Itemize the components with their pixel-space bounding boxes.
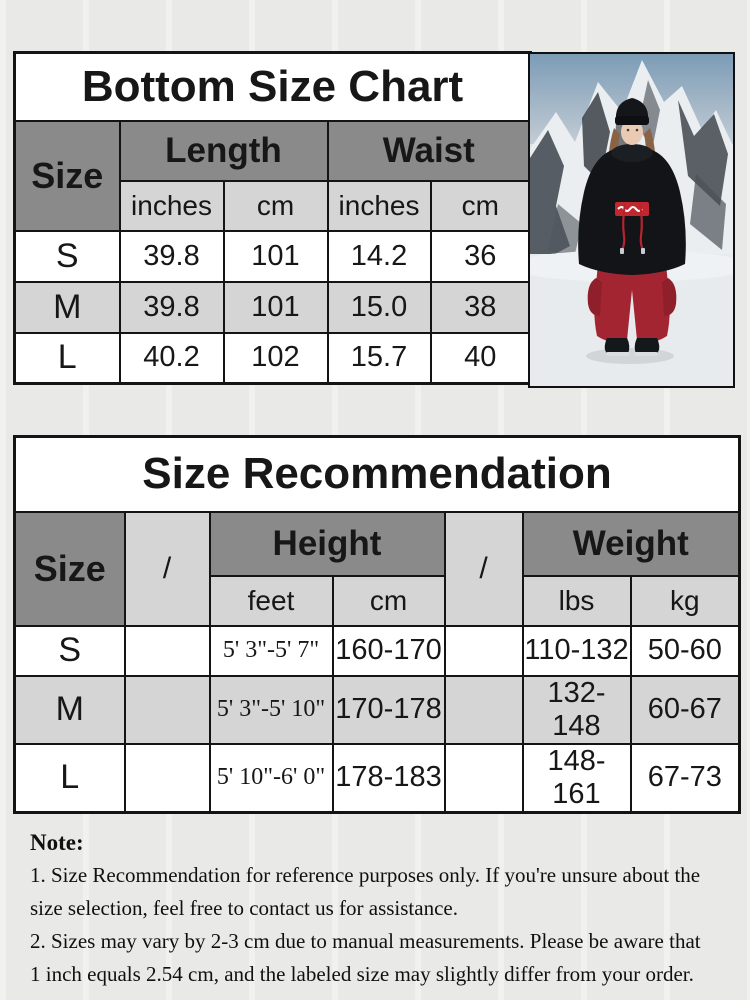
waist-inches-cell: 14.2: [326, 229, 432, 283]
model-photo: [528, 52, 735, 388]
height-cm-header: cm: [331, 574, 446, 627]
note-heading: Note:: [30, 830, 84, 855]
weight-kg-cell: 60-67: [629, 674, 741, 745]
height-group-header: Height: [208, 510, 446, 577]
size-recommendation-title: Size Recommendation: [13, 435, 741, 513]
shoes: [604, 338, 660, 356]
empty-cell: [123, 742, 211, 813]
bottom-size-chart-title: Bottom Size Chart: [13, 51, 532, 122]
weight-group-header: Weight: [521, 510, 741, 577]
size-cell: S: [13, 229, 121, 283]
length-inches-header: inches: [118, 179, 225, 232]
length-cm-cell: 101: [222, 280, 329, 334]
weight-kg-header: kg: [629, 574, 741, 627]
note-line: 2. Sizes may vary by 2-3 cm due to manua…: [30, 929, 701, 953]
weight-lbs-cell: 132-148: [521, 674, 632, 745]
length-cm-header: cm: [222, 179, 329, 232]
unit-header-row: inches cm inches cm: [15, 179, 532, 232]
table-row-m: M 5' 3"-5' 10" 170-178 132-148 60-67: [13, 674, 741, 745]
waist-cm-header: cm: [429, 179, 532, 232]
height-cm-cell: 170-178: [331, 674, 446, 745]
table-row-s: S 5' 3"-5' 7" 160-170 110-132 50-60: [13, 624, 741, 677]
face: [621, 119, 643, 145]
divider-cell: /: [443, 510, 524, 627]
divider-cell: /: [123, 510, 211, 627]
weight-kg-cell: 50-60: [629, 624, 741, 677]
weight-lbs-cell: 110-132: [521, 624, 632, 677]
height-feet-cell: 5' 3"-5' 7": [208, 624, 334, 677]
height-feet-cell: 5' 3"-5' 10": [208, 674, 334, 745]
table-row-m: M 39.8 101 15.0 38: [13, 280, 532, 334]
note-line: 1 inch equals 2.54 cm, and the labeled s…: [30, 962, 694, 986]
empty-cell: [123, 624, 211, 677]
group-header-row: Size Length Waist: [13, 119, 532, 232]
waist-cm-cell: 40: [429, 331, 532, 385]
table-row-l: L 5' 10"-6' 0" 178-183 148-161 67-73: [13, 742, 741, 813]
size-cell: M: [13, 280, 121, 334]
height-feet-cell: 5' 10"-6' 0": [208, 742, 334, 813]
length-cm-cell: 102: [222, 331, 329, 385]
drawstrings: [621, 203, 644, 251]
unit-header-row: feet cm lbs kg: [15, 574, 741, 627]
table-row-s: S 39.8 101 14.2 36: [13, 229, 532, 283]
model-photo-art: [530, 54, 733, 386]
length-inches-cell: 39.8: [118, 229, 225, 283]
size-cell: L: [13, 742, 126, 813]
table-title-row: Size Recommendation: [13, 435, 741, 513]
model-figure: [578, 98, 686, 356]
chest-graphic: [615, 202, 649, 216]
height-feet-header: feet: [208, 574, 334, 627]
length-inches-cell: 39.8: [118, 280, 225, 334]
note-line: size selection, feel free to contact us …: [30, 896, 458, 920]
waist-group-header: Waist: [326, 119, 532, 182]
size-corner-header: Size: [13, 119, 121, 232]
height-cm-cell: 178-183: [331, 742, 446, 813]
waist-inches-cell: 15.0: [326, 280, 432, 334]
waist-inches-cell: 15.7: [326, 331, 432, 385]
hood: [611, 144, 653, 162]
empty-cell: [443, 742, 524, 813]
length-cm-cell: 101: [222, 229, 329, 283]
table-title-row: Bottom Size Chart: [13, 51, 532, 122]
weight-kg-cell: 67-73: [629, 742, 741, 813]
weight-lbs-cell: 148-161: [521, 742, 632, 813]
empty-cell: [123, 674, 211, 745]
model-shadow: [586, 348, 674, 364]
length-inches-cell: 40.2: [118, 331, 225, 385]
size-corner-header: Size: [13, 510, 126, 627]
weight-lbs-header: lbs: [521, 574, 632, 627]
note-section: Note: 1. Size Recommendation for referen…: [30, 826, 735, 991]
waist-cm-cell: 36: [429, 229, 532, 283]
waist-inches-header: inches: [326, 179, 432, 232]
empty-cell: [443, 624, 524, 677]
size-cell: S: [13, 624, 126, 677]
height-cm-cell: 160-170: [331, 624, 446, 677]
waist-cm-cell: 38: [429, 280, 532, 334]
bottom-size-chart-table: Bottom Size Chart Size Length Waist inch…: [13, 51, 533, 385]
size-cell: M: [13, 674, 126, 745]
size-cell: L: [13, 331, 121, 385]
note-line: 1. Size Recommendation for reference pur…: [30, 863, 701, 887]
group-header-row: Size / Height / Weight: [13, 510, 741, 627]
length-group-header: Length: [118, 119, 329, 182]
empty-cell: [443, 674, 524, 745]
size-recommendation-table: Size Recommendation Size / Height / Weig…: [13, 435, 742, 814]
table-row-l: L 40.2 102 15.7 40: [13, 331, 532, 385]
